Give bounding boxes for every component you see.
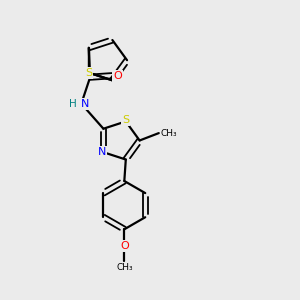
Text: CH₃: CH₃ (116, 263, 133, 272)
Text: O: O (120, 241, 129, 251)
Text: O: O (113, 71, 122, 81)
Text: S: S (85, 68, 92, 78)
Text: N: N (98, 147, 106, 157)
Text: H: H (69, 99, 77, 109)
Text: S: S (122, 115, 129, 125)
Text: N: N (81, 99, 89, 109)
Text: CH₃: CH₃ (160, 129, 177, 138)
